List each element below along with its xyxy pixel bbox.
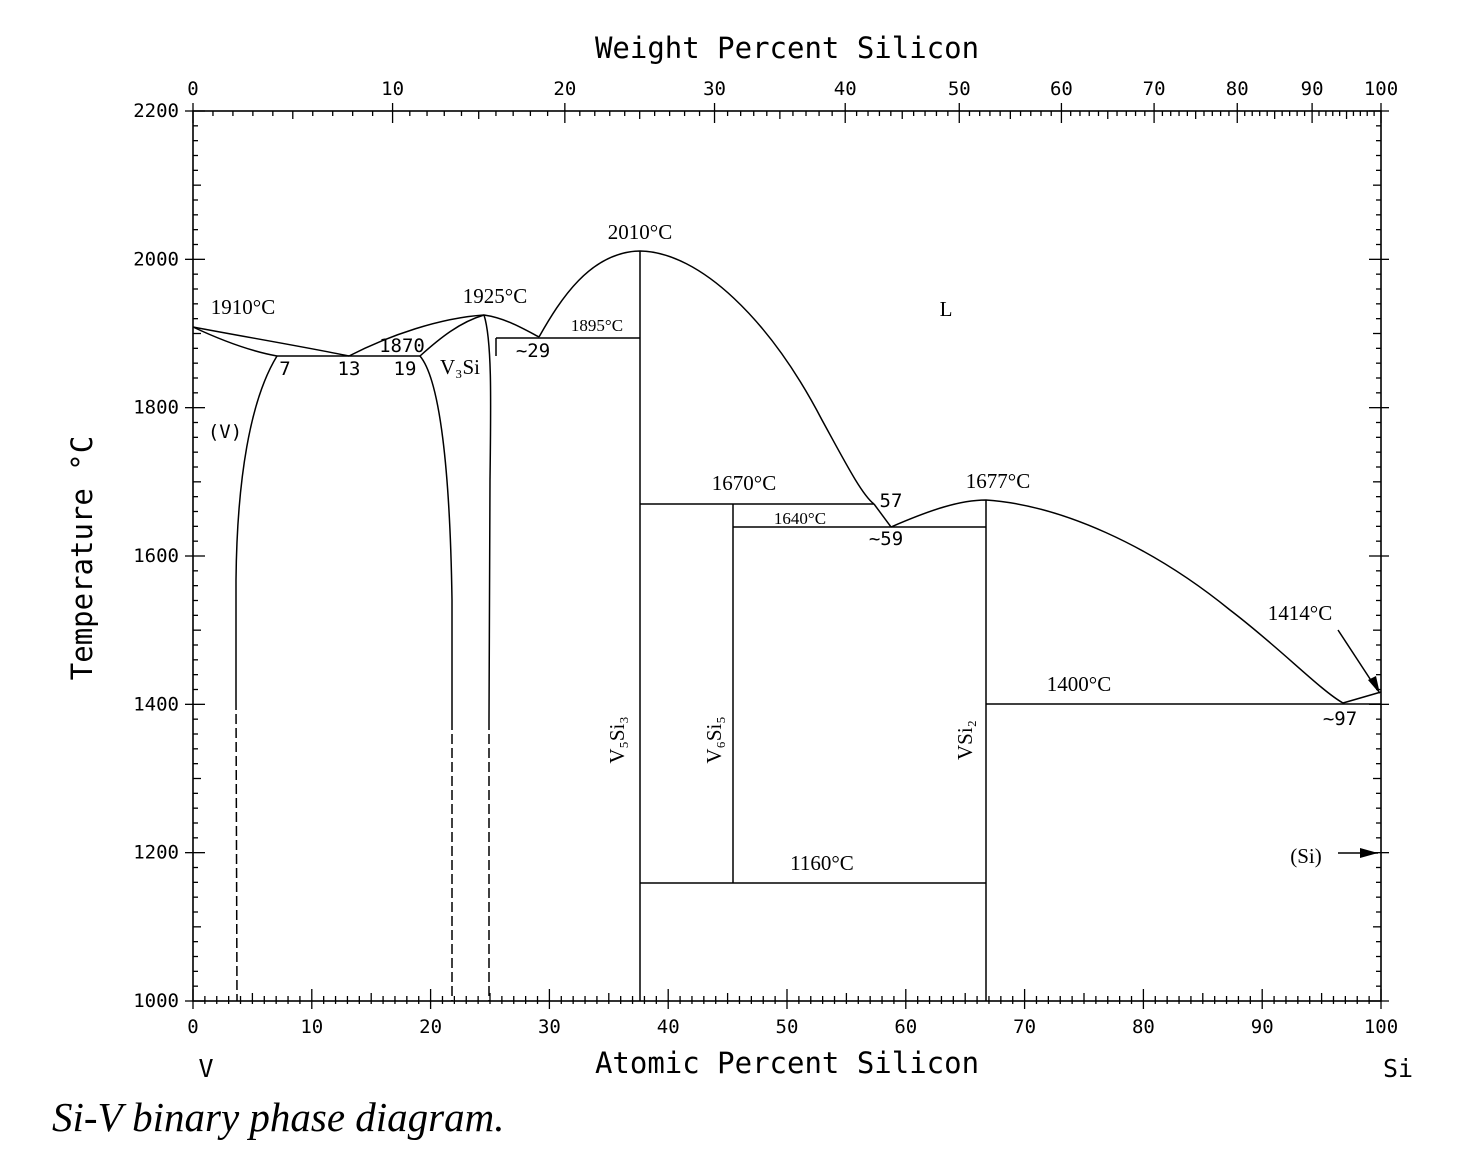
temp-label-1160: 1160°C (790, 851, 854, 875)
temp-label-1670: 1670°C (712, 471, 776, 495)
comp-label-97: ~97 (1323, 708, 1357, 730)
comp-label-57: 57 (880, 490, 903, 512)
bottom-tick-label: 90 (1251, 1016, 1274, 1038)
phase-label-v5si3: V₅Si₃ (605, 716, 629, 763)
top-tick-label: 90 (1301, 78, 1324, 100)
temp-label-1925: 1925°C (463, 284, 527, 308)
top-tick-label: 10 (381, 78, 404, 100)
temp-label-1870: 1870 (379, 335, 425, 357)
left-tick-label: 2000 (133, 248, 179, 270)
left-tick-label: 2200 (133, 100, 179, 122)
comp-label-13: 13 (338, 358, 361, 380)
left-tick-label: 1400 (133, 693, 179, 715)
right-end-element-label: Si (1383, 1054, 1413, 1083)
top-axis-title: Weight Percent Silicon (595, 31, 979, 65)
liquidus-v-side (192, 326, 350, 357)
left-tick-label: 1800 (133, 397, 179, 419)
temp-label-1910: 1910°C (211, 295, 275, 319)
axis-ticks (185, 103, 1389, 1009)
left-tick-label: 1200 (133, 842, 179, 864)
top-tick-label: 30 (703, 78, 726, 100)
v3si-top-left (419, 314, 485, 357)
liquidus-si (1342, 691, 1382, 704)
arrow-1414-head (1368, 676, 1380, 694)
arrow-si-head (1360, 848, 1378, 858)
phase-label-v3si: V₃Si (440, 355, 480, 379)
bottom-tick-label: 10 (300, 1016, 323, 1038)
comp-label-29: ~29 (516, 340, 550, 362)
v3si-right-boundary (483, 314, 492, 721)
temp-label-1400: 1400°C (1047, 672, 1111, 696)
temp-label-1895: 1895°C (571, 316, 623, 335)
top-tick-label: 60 (1050, 78, 1073, 100)
temp-label-1677: 1677°C (966, 469, 1030, 493)
phase-label-v6si5: V₆Si₅ (702, 716, 726, 763)
axis-tick-labels: 0 10 20 30 40 50 60 70 80 90 1000 10 20 30 40 50 60 70 80 9… (133, 78, 1398, 1038)
top-tick-label: 50 (948, 78, 971, 100)
bottom-tick-label: 0 (187, 1016, 198, 1038)
phase-label-vsi2: VSi₂ (953, 720, 977, 760)
liquidus-vsi2 (890, 499, 1344, 704)
liquidus-57-59 (873, 503, 892, 528)
top-tick-label: 100 (1364, 78, 1398, 100)
left-tick-label: 1000 (133, 990, 179, 1012)
arrow-1414-line (1337, 629, 1377, 689)
comp-label-19: 19 (394, 358, 417, 380)
bottom-tick-label: 60 (894, 1016, 917, 1038)
top-tick-label: 70 (1143, 78, 1166, 100)
left-end-element-label: V (198, 1054, 213, 1083)
temp-label-1414: 1414°C (1268, 601, 1332, 625)
top-tick-label: 0 (187, 78, 198, 100)
phase-label-liquid: L (940, 297, 953, 321)
v-solvus (235, 355, 278, 700)
top-tick-label: 80 (1226, 78, 1249, 100)
bottom-tick-label: 50 (776, 1016, 799, 1038)
bottom-tick-label: 100 (1364, 1016, 1398, 1038)
top-tick-label: 40 (834, 78, 857, 100)
figure-caption: Si-V binary phase diagram. (52, 1094, 505, 1140)
v3si-left-boundary (419, 355, 453, 720)
comp-label-7: 7 (279, 358, 290, 380)
top-tick-label: 20 (553, 78, 576, 100)
v-solidus (192, 326, 278, 357)
bottom-tick-label: 70 (1013, 1016, 1036, 1038)
liquidus-v3si (348, 314, 540, 357)
phase-label-si: (Si) (1290, 844, 1322, 868)
bottom-tick-label: 30 (538, 1016, 561, 1038)
bottom-tick-label: 80 (1132, 1016, 1155, 1038)
plot-frame (192, 110, 1382, 1002)
liquidus-v5si3 (538, 250, 875, 505)
phase-label-v: (V) (208, 421, 242, 443)
phase-boundaries (192, 250, 1382, 1002)
left-tick-label: 1600 (133, 545, 179, 567)
v-solvus-dashed (235, 699, 238, 1002)
temp-label-1640: 1640°C (774, 509, 826, 528)
bottom-tick-label: 20 (419, 1016, 442, 1038)
temp-label-2010: 2010°C (608, 220, 672, 244)
left-axis-title: Temperature °C (65, 436, 99, 680)
bottom-axis-title: Atomic Percent Silicon (595, 1046, 979, 1080)
bottom-tick-label: 40 (657, 1016, 680, 1038)
comp-label-59: ~59 (869, 528, 903, 550)
